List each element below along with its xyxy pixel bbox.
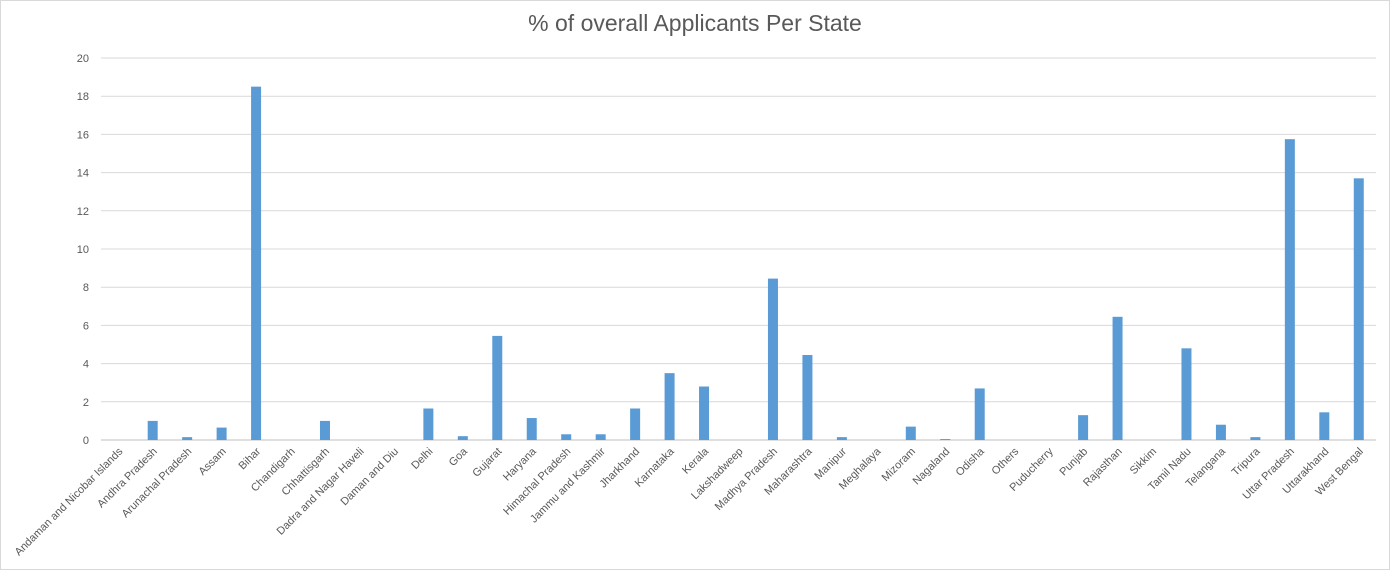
y-tick-label: 6 — [83, 320, 89, 332]
bar-goa — [457, 436, 468, 440]
x-category-label: Sikkim — [1128, 446, 1159, 477]
bar-uttar-pradesh — [1284, 139, 1295, 441]
bar-karnataka — [664, 373, 675, 440]
bar-uttarakhand — [1319, 412, 1330, 440]
x-category-label: Madhya Pradesh — [713, 446, 780, 513]
x-category-label: Gujarat — [470, 446, 504, 480]
bar-punjab — [1078, 415, 1089, 440]
bar-maharashtra — [802, 355, 813, 440]
x-category-label: Punjab — [1058, 446, 1091, 479]
x-category-label: Andhra Pradesh — [95, 446, 160, 511]
x-category-label: Goa — [447, 445, 471, 469]
bar-delhi — [423, 408, 434, 440]
y-tick-label: 14 — [77, 168, 89, 180]
y-tick-label: 0 — [83, 435, 89, 447]
y-tick-label: 16 — [77, 129, 89, 141]
gridlines — [101, 57, 1376, 441]
x-category-label: Bihar — [237, 445, 264, 472]
x-category-label: Delhi — [409, 446, 435, 472]
bar-assam — [216, 427, 227, 440]
y-tick-label: 12 — [77, 206, 89, 218]
bar-chhattisgarh — [319, 420, 330, 440]
x-category-label: Assam — [196, 446, 228, 478]
bar-himachal-pradesh — [561, 434, 572, 440]
bar-madhya-pradesh — [767, 278, 778, 440]
y-tick-label: 18 — [77, 91, 89, 103]
x-category-label: Nagaland — [911, 446, 953, 488]
bar-telangana — [1215, 424, 1226, 440]
y-tick-label: 20 — [77, 53, 89, 65]
bar-andhra-pradesh — [147, 420, 158, 440]
bar-nagaland — [940, 439, 951, 440]
bar-jharkhand — [630, 408, 641, 440]
bars — [147, 86, 1364, 441]
bar-bihar — [251, 86, 262, 441]
y-tick-label: 10 — [77, 244, 89, 256]
bar-kerala — [699, 386, 710, 440]
bar-tamil-nadu — [1181, 348, 1192, 440]
bar-odisha — [974, 388, 985, 440]
y-tick-label: 8 — [83, 282, 89, 294]
x-category-label: Tripura — [1230, 445, 1263, 478]
bar-rajasthan — [1112, 316, 1123, 440]
x-category-label: Others — [989, 445, 1021, 477]
y-tick-label: 4 — [83, 359, 89, 371]
bar-mizoram — [905, 426, 916, 440]
bar-gujarat — [492, 335, 503, 440]
bar-manipur — [836, 437, 847, 440]
bar-arunachal-pradesh — [182, 437, 193, 440]
bar-west-bengal — [1353, 178, 1364, 440]
bar-tripura — [1250, 437, 1261, 440]
chart-title: % of overall Applicants Per State — [528, 10, 862, 36]
bar-jammu-and-kashmir — [595, 434, 606, 440]
x-category-label: Kerala — [680, 445, 712, 477]
y-tick-label: 2 — [83, 397, 89, 409]
x-category-label: Odisha — [954, 445, 988, 479]
y-axis-tick-labels: 0 2 4 6 8 10 12 14 16 18 20 — [77, 53, 89, 447]
bar-haryana — [526, 418, 537, 440]
